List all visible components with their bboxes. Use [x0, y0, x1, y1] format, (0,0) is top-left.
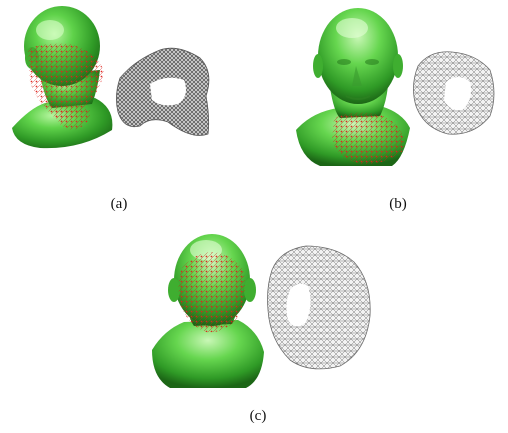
panel-c-patch-mesh — [267, 245, 371, 370]
panel-a-patch-mesh — [116, 47, 210, 136]
caption-a: (a) — [110, 196, 128, 212]
panel-b-patch-mesh — [413, 51, 495, 135]
caption-b: (b) — [389, 196, 407, 212]
panel-b-head-model — [296, 8, 410, 166]
panel-a-head-model — [12, 6, 113, 149]
caption-c: (c) — [249, 408, 267, 424]
panel-c-head-model — [152, 234, 264, 388]
